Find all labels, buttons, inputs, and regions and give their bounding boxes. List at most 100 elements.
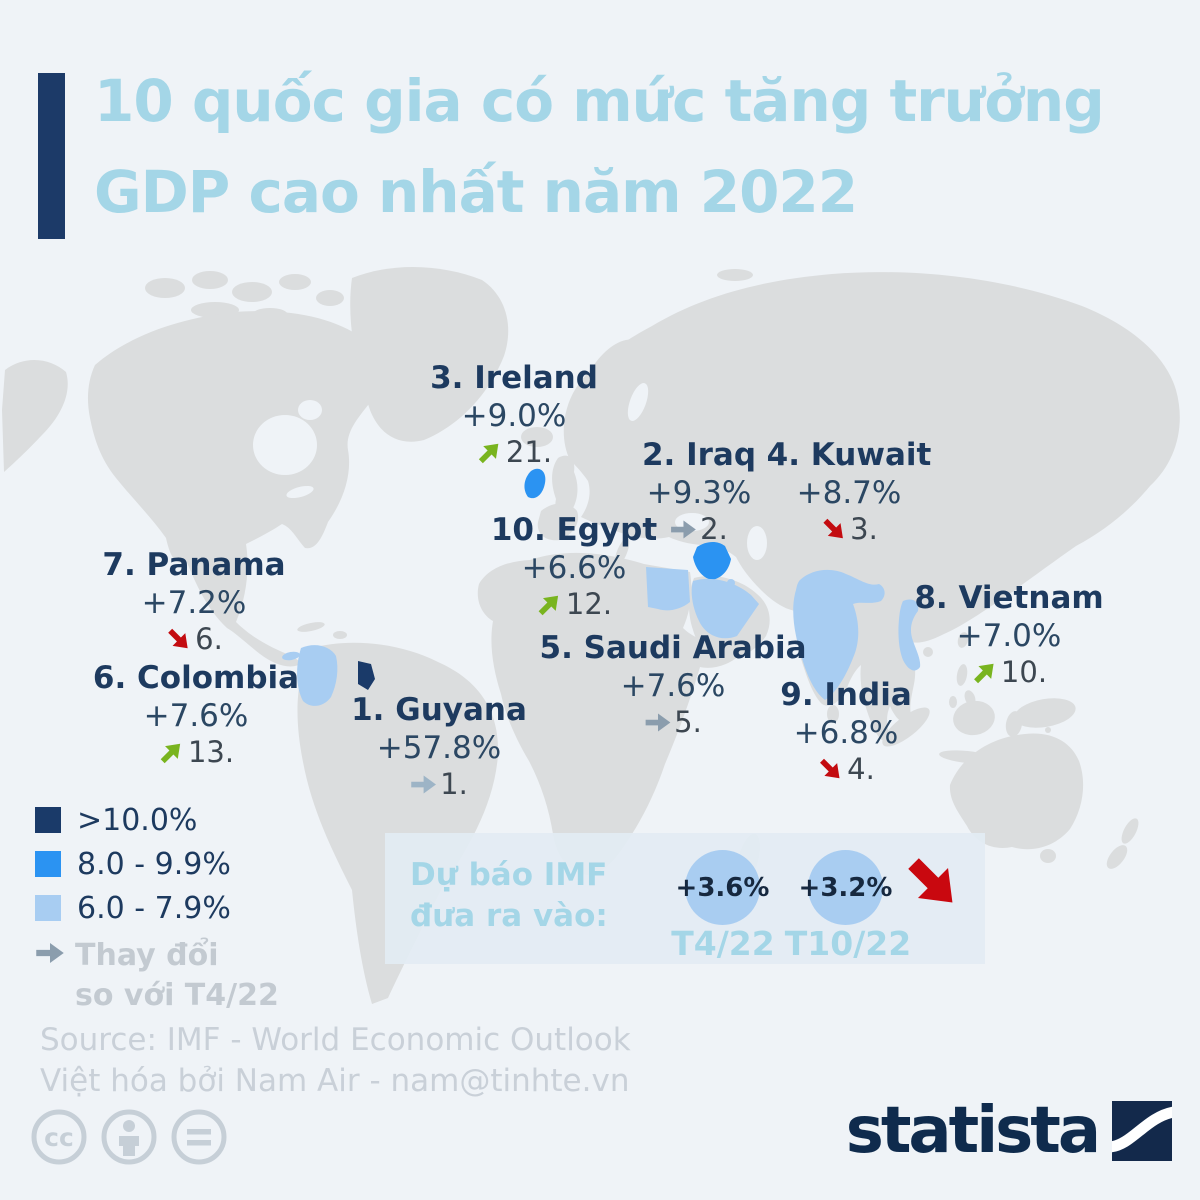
prev-rank: 10. <box>1000 655 1048 689</box>
legend-row: 8.0 - 9.9% <box>35 842 279 886</box>
label-vietnam: 8. Vietnam +7.0% 10. <box>914 580 1103 688</box>
country-value: +8.7% <box>796 475 902 511</box>
trend-up-icon <box>530 585 568 623</box>
legend: >10.0% 8.0 - 9.9% 6.0 - 7.9% Thay đổi so… <box>35 798 279 1016</box>
imf-forecast-box: Dự báo IMF đưa ra vào: +3.6% T4/22 +3.2%… <box>385 833 985 964</box>
forecast-value: +3.2% <box>798 872 893 903</box>
map-egypt <box>646 567 690 611</box>
prev-rank: 2. <box>700 512 728 546</box>
source-line: Source: IMF - World Economic Outlook <box>40 1022 631 1058</box>
credit-line: Việt hóa bởi Nam Air - nam@tinhte.vn <box>40 1063 630 1099</box>
map-iraq <box>693 541 731 580</box>
country-value: +7.6% <box>620 668 726 704</box>
forecast-circle-apr: +3.6% <box>676 850 769 925</box>
country-value: +9.0% <box>461 398 567 434</box>
legend-swatch-light <box>35 895 61 921</box>
forecast-down-arrow-icon <box>891 841 976 926</box>
label-egypt: 10. Egypt +6.6% 12. <box>491 512 657 620</box>
trend-up-icon <box>152 733 190 771</box>
source-note: Source: IMF - World Economic Outlook Việ… <box>40 1020 631 1102</box>
label-ireland: 3. Ireland +9.0% 21. <box>430 360 598 468</box>
country-value: +7.2% <box>141 585 247 621</box>
map-land-gray <box>2 266 1180 1004</box>
page-title: 10 quốc gia có mức tăng trưởng GDP cao n… <box>94 56 1105 238</box>
title-accent-bar <box>38 73 65 239</box>
map-saudi-arabia <box>691 578 759 639</box>
legend-label: 8.0 - 9.9% <box>77 846 231 882</box>
statista-logo-icon <box>1112 1101 1172 1161</box>
svg-text:cc: cc <box>44 1123 74 1152</box>
forecast-label-apr: T4/22 <box>671 924 775 963</box>
forecast-intro: Dự báo IMF đưa ra vào: <box>410 857 608 934</box>
trend-down-icon <box>812 750 850 788</box>
legend-label: >10.0% <box>77 802 198 838</box>
cc-attribution-icon <box>101 1109 157 1165</box>
legend-row: >10.0% <box>35 798 279 842</box>
label-saudi-arabia: 5. Saudi Arabia +7.6% 5. <box>540 630 807 738</box>
forecast-value: +3.6% <box>675 872 770 903</box>
legend-swatch-mid <box>35 851 61 877</box>
trend-down-icon <box>160 620 198 658</box>
prev-rank: 4. <box>847 752 875 786</box>
map-panama <box>282 651 300 661</box>
trend-right-icon <box>670 516 697 543</box>
prev-rank: 12. <box>565 587 613 621</box>
map-water <box>253 383 767 560</box>
label-kuwait: 4. Kuwait +8.7% 3. <box>767 437 932 545</box>
cc-equal-icon <box>171 1109 227 1165</box>
prev-rank: 1. <box>440 767 468 801</box>
map-india <box>793 569 885 700</box>
country-name: 5. Saudi Arabia <box>539 630 807 666</box>
label-india: 9. India +6.8% 4. <box>780 677 911 785</box>
map-vietnam <box>898 599 921 671</box>
country-value: +6.6% <box>521 550 627 586</box>
country-name: 3. Ireland <box>430 360 598 396</box>
trend-up-icon <box>965 653 1003 691</box>
legend-change-note: Thay đổi so với T4/22 <box>35 936 279 1016</box>
trend-right-icon <box>644 709 671 736</box>
country-value: +7.0% <box>956 618 1062 654</box>
page-title-line2: GDP cao nhất năm 2022 <box>94 158 858 226</box>
legend-row: 6.0 - 7.9% <box>35 886 279 930</box>
label-panama: 7. Panama +7.2% 6. <box>102 547 285 655</box>
country-value: +7.6% <box>143 698 249 734</box>
prev-rank: 3. <box>850 512 878 546</box>
country-name: 1. Guyana <box>351 692 527 728</box>
label-iraq: 2. Iraq +9.3% 2. <box>642 437 756 545</box>
country-name: 8. Vietnam <box>914 580 1104 616</box>
page-title-line1: 10 quốc gia có mức tăng trưởng <box>94 67 1105 135</box>
prev-rank: 5. <box>674 705 702 739</box>
cc-license-icons: cc <box>31 1109 227 1165</box>
country-name: 7. Panama <box>102 547 286 583</box>
prev-rank: 13. <box>187 735 235 769</box>
legend-note-text: Thay đổi so với T4/22 <box>75 938 279 1013</box>
map-colombia <box>297 645 338 706</box>
trend-up-icon <box>470 433 508 471</box>
forecast-circle-oct: +3.2% <box>799 850 892 925</box>
legend-swatch-dark <box>35 807 61 833</box>
country-name: 4. Kuwait <box>766 437 932 473</box>
change-arrow-icon <box>35 938 65 968</box>
prev-rank: 21. <box>505 435 553 469</box>
world-map <box>2 266 1180 1004</box>
label-colombia: 6. Colombia +7.6% 13. <box>93 660 299 768</box>
trend-down-icon <box>815 510 853 548</box>
country-name: 10. Egypt <box>490 512 658 548</box>
legend-label: 6.0 - 7.9% <box>77 890 231 926</box>
forecast-label-oct: T10/22 <box>784 924 912 963</box>
country-value: +57.8% <box>376 730 502 766</box>
country-name: 9. India <box>780 677 912 713</box>
trend-right-icon <box>410 771 437 798</box>
prev-rank: 6. <box>195 622 223 656</box>
country-value: +9.3% <box>646 475 752 511</box>
country-name: 6. Colombia <box>92 660 300 696</box>
statista-wordmark: statista <box>845 1094 1101 1168</box>
country-name: 2. Iraq <box>641 437 757 473</box>
cc-icon <box>31 1109 87 1165</box>
map-ireland <box>524 468 546 499</box>
map-guyana <box>358 661 375 690</box>
label-guyana: 1. Guyana +57.8% 1. <box>351 692 527 800</box>
statista-branding: statista <box>846 1094 1172 1168</box>
country-value: +6.8% <box>793 715 899 751</box>
